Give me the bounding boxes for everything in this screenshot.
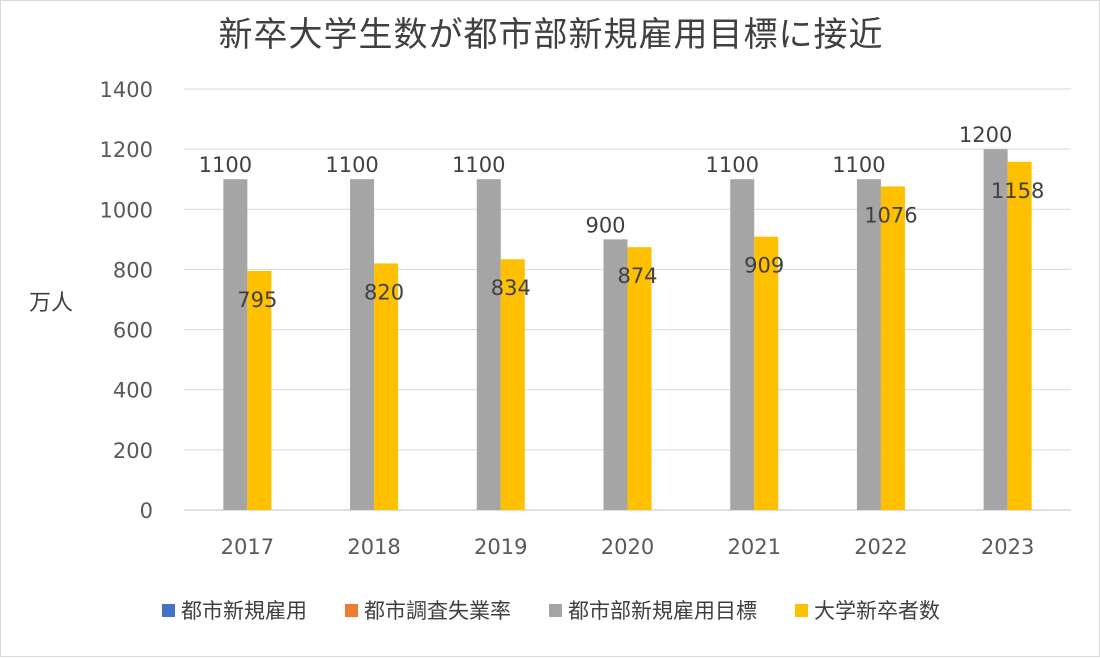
bar [627,247,652,510]
bar [730,179,755,510]
data-label: 1100 [452,153,505,177]
legend-item: 都市部新規雇用目標 [549,595,757,625]
data-label: 1158 [991,179,1044,203]
data-label: 900 [585,213,625,237]
data-label: 1100 [199,153,252,177]
legend-label: 都市部新規雇用目標 [568,599,757,623]
legend-swatch [549,603,562,617]
legend-item: 都市調査失業率 [345,595,511,625]
bar [1007,161,1032,510]
data-label: 820 [364,280,404,304]
data-label: 1100 [325,153,378,177]
bar [350,179,375,510]
bar [247,270,272,510]
y-tick-label: 600 [113,319,153,343]
data-label: 1200 [959,123,1012,147]
x-tick-label: 2018 [347,535,400,559]
data-label: 1076 [864,203,917,227]
y-tick-label: 1400 [100,78,153,102]
x-tick-label: 2023 [981,535,1034,559]
legend-label: 大学新卒者数 [814,599,940,623]
x-tick-label: 2019 [474,535,527,559]
bar [374,263,399,510]
legend-item: 大学新卒者数 [795,595,940,625]
bar [603,239,628,510]
legend-swatch [345,603,358,617]
data-label: 834 [491,276,531,300]
x-tick-label: 2021 [727,535,780,559]
data-label: 795 [237,288,277,312]
y-tick-label: 400 [113,379,153,403]
y-tick-label: 800 [113,258,153,282]
y-tick-label: 1000 [100,198,153,222]
legend-swatch [162,603,175,617]
chart-title: 新卒大学生数が都市部新規雇用目標に接近 [218,15,884,55]
legend-label: 都市新規雇用 [181,599,307,623]
legend-label: 都市調査失業率 [364,599,511,623]
data-label: 874 [617,264,657,288]
x-tick-label: 2020 [601,535,654,559]
bar [223,179,248,510]
bar [476,179,501,510]
bar [983,149,1008,510]
bar [880,186,905,510]
x-tick-label: 2017 [221,535,274,559]
legend-swatch [795,603,808,617]
data-label: 1100 [705,153,758,177]
bar [856,179,881,510]
y-tick-label: 200 [113,439,153,463]
bar [500,259,525,510]
y-axis-label: 万人 [29,291,74,316]
data-label: 1100 [832,153,885,177]
legend-item: 都市新規雇用 [162,595,307,625]
data-label: 909 [744,254,784,278]
bar [754,236,779,511]
legend: 都市新規雇用 都市調査失業率 都市部新規雇用目標 大学新卒者数 [1,595,1100,625]
x-tick-label: 2022 [854,535,907,559]
y-tick-label: 0 [140,499,153,523]
y-tick-label: 1200 [100,138,153,162]
